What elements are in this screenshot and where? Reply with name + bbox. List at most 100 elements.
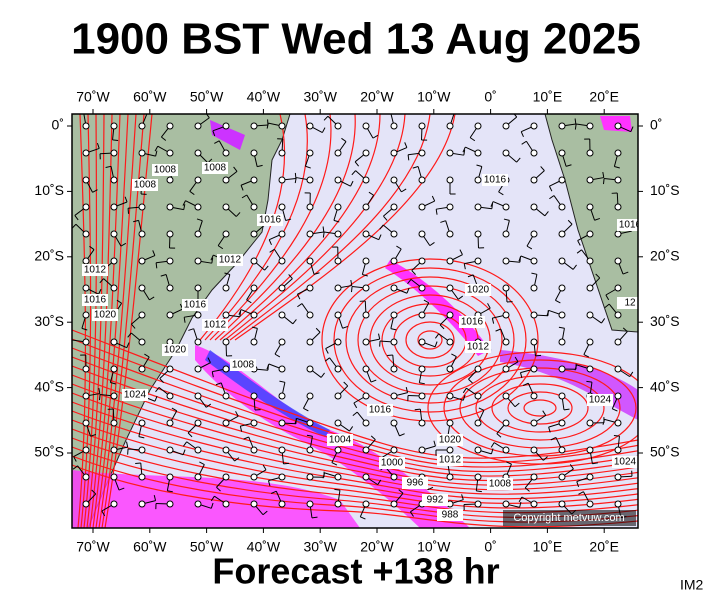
station bbox=[194, 473, 202, 481]
station bbox=[614, 392, 622, 400]
station bbox=[390, 176, 398, 184]
station bbox=[110, 176, 118, 184]
station bbox=[194, 176, 202, 184]
station bbox=[418, 338, 426, 346]
barb-flag bbox=[350, 286, 353, 293]
lat-label: 30˚S bbox=[34, 313, 64, 329]
lon-label: 0˚ bbox=[484, 539, 496, 555]
station bbox=[110, 203, 118, 211]
station bbox=[614, 446, 622, 454]
station bbox=[418, 122, 426, 130]
station bbox=[82, 230, 90, 238]
isobar-label: 1024 bbox=[124, 390, 147, 401]
station bbox=[502, 230, 510, 238]
barb-flag bbox=[531, 272, 538, 275]
station bbox=[306, 176, 314, 184]
barb-flag bbox=[451, 353, 457, 357]
station bbox=[390, 284, 398, 292]
barb-flag bbox=[155, 150, 158, 157]
station bbox=[362, 257, 370, 265]
barb-flag bbox=[324, 357, 330, 362]
isobar bbox=[491, 383, 589, 433]
isobar-label-box bbox=[202, 162, 228, 174]
lat-label: 10˚S bbox=[650, 182, 680, 198]
barb-flag bbox=[269, 248, 275, 253]
station bbox=[222, 149, 230, 157]
isobar-label-box bbox=[487, 478, 513, 490]
isobar-label: 1008 bbox=[154, 165, 177, 176]
station bbox=[586, 419, 594, 427]
station bbox=[558, 311, 566, 319]
barb-flag bbox=[476, 164, 482, 168]
barb-flag bbox=[182, 449, 186, 455]
barb-flag bbox=[544, 211, 549, 217]
barb-flag bbox=[73, 456, 77, 462]
station bbox=[110, 149, 118, 157]
lat-label: 20˚S bbox=[34, 248, 64, 264]
station bbox=[222, 392, 230, 400]
station bbox=[306, 338, 314, 346]
barb-flag bbox=[266, 363, 270, 370]
station bbox=[418, 419, 426, 427]
barb-flag bbox=[154, 395, 158, 402]
barb-flag bbox=[243, 436, 249, 440]
barb-flag bbox=[602, 178, 605, 185]
station bbox=[558, 419, 566, 427]
station bbox=[362, 365, 370, 373]
barb-flag bbox=[89, 245, 95, 250]
map-frame bbox=[71, 113, 639, 529]
station bbox=[222, 446, 230, 454]
station bbox=[614, 122, 622, 130]
barb-flag bbox=[215, 382, 222, 386]
lon-label: 10˚W bbox=[417, 89, 451, 105]
station bbox=[138, 311, 146, 319]
barb-flag bbox=[602, 419, 605, 425]
station bbox=[138, 230, 146, 238]
barb-flag bbox=[126, 342, 130, 348]
station bbox=[446, 122, 454, 130]
station bbox=[110, 257, 118, 265]
station bbox=[390, 203, 398, 211]
station bbox=[166, 176, 174, 184]
station bbox=[194, 284, 202, 292]
station bbox=[82, 203, 90, 211]
barb-flag bbox=[210, 502, 214, 509]
isobar-label: 1020 bbox=[467, 285, 490, 296]
station bbox=[194, 257, 202, 265]
isobar-label-box bbox=[152, 164, 178, 176]
barb-flag bbox=[297, 303, 303, 308]
station bbox=[250, 257, 258, 265]
isobar bbox=[459, 367, 621, 449]
station bbox=[558, 149, 566, 157]
station bbox=[306, 473, 314, 481]
station bbox=[110, 284, 118, 292]
barb-flag bbox=[183, 317, 186, 323]
barb-flag bbox=[449, 111, 454, 113]
barb-flag bbox=[540, 166, 545, 171]
station bbox=[418, 176, 426, 184]
station bbox=[614, 311, 622, 319]
station bbox=[558, 122, 566, 130]
station bbox=[390, 473, 398, 481]
station bbox=[474, 500, 482, 508]
station bbox=[82, 122, 90, 130]
barb-flag bbox=[292, 319, 297, 325]
station bbox=[390, 311, 398, 319]
barb-flag bbox=[461, 494, 464, 500]
station bbox=[474, 473, 482, 481]
station bbox=[110, 392, 118, 400]
station bbox=[222, 473, 230, 481]
isobar bbox=[72, 356, 638, 473]
barb-flag bbox=[558, 326, 565, 329]
barb-flag bbox=[431, 195, 436, 202]
station bbox=[138, 473, 146, 481]
barb-flag bbox=[459, 249, 463, 255]
barb-flag bbox=[98, 288, 102, 295]
barb-flag bbox=[622, 327, 628, 332]
station bbox=[306, 311, 314, 319]
station bbox=[530, 149, 538, 157]
station bbox=[166, 473, 174, 481]
barb-flag bbox=[542, 410, 547, 416]
lon-label: 20˚W bbox=[360, 539, 394, 555]
station bbox=[558, 176, 566, 184]
